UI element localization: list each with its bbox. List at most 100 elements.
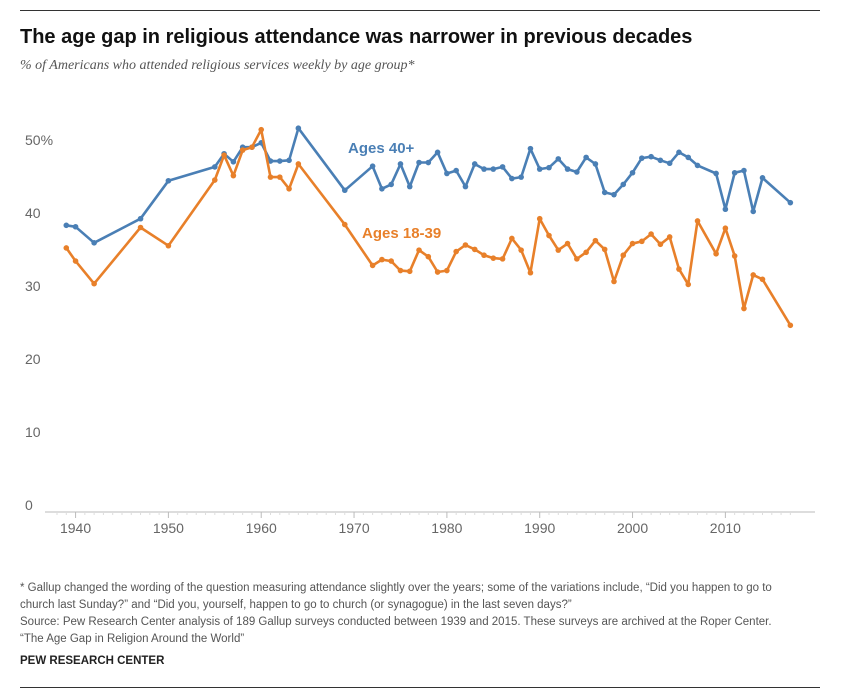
point-ages-40-plus (91, 240, 97, 246)
x-tick-label: 2000 (617, 520, 648, 536)
point-ages-18-39 (258, 126, 265, 133)
point-ages-18-39 (676, 266, 682, 272)
x-tick-label: 2010 (710, 520, 741, 536)
pew-logo-text: PEW RESEARCH CENTER (20, 655, 165, 667)
point-ages-40-plus (546, 164, 552, 171)
chart-subtitle: % of Americans who attended religious se… (20, 58, 415, 73)
y-tick-label: 30 (25, 278, 41, 294)
point-ages-18-39 (731, 253, 738, 259)
point-ages-40-plus (648, 153, 654, 160)
point-ages-18-39 (509, 235, 515, 242)
report-title: “The Age Gap in Religion Around the Worl… (20, 633, 245, 645)
point-ages-18-39 (546, 232, 552, 239)
point-ages-40-plus (165, 177, 172, 184)
x-tick-label: 1980 (431, 520, 462, 536)
point-ages-18-39 (601, 246, 608, 253)
point-ages-40-plus (230, 158, 237, 165)
point-ages-18-39 (239, 147, 246, 153)
point-ages-40-plus (666, 160, 673, 167)
point-ages-40-plus (685, 154, 692, 161)
point-ages-18-39 (444, 267, 450, 274)
point-ages-18-39 (425, 253, 432, 260)
point-ages-40-plus (527, 145, 534, 152)
chart-title: The age gap in religious attendance was … (20, 26, 693, 48)
point-ages-40-plus (536, 166, 543, 172)
point-ages-40-plus (490, 166, 497, 172)
y-tick-label: 10 (25, 424, 41, 440)
point-ages-18-39 (518, 247, 524, 253)
footnote-line-2: church last Sunday?” and “Did you, yours… (20, 599, 572, 611)
point-ages-18-39 (295, 161, 302, 167)
point-ages-40-plus (63, 222, 70, 229)
point-ages-40-plus (416, 159, 422, 166)
point-ages-40-plus (406, 183, 413, 190)
top-rule (20, 10, 820, 11)
point-ages-18-39 (276, 174, 283, 180)
point-ages-40-plus (462, 183, 469, 190)
point-ages-18-39 (583, 249, 589, 256)
y-tick-label: 40 (25, 205, 41, 221)
point-ages-18-39 (611, 278, 617, 285)
point-ages-18-39 (471, 246, 478, 253)
series-label-ages-40-plus: Ages 40+ (348, 140, 415, 157)
point-ages-18-39 (286, 186, 292, 192)
point-ages-18-39 (481, 252, 487, 259)
point-ages-18-39 (490, 255, 497, 261)
point-ages-40-plus (583, 154, 589, 161)
point-ages-40-plus (639, 155, 645, 161)
point-ages-40-plus (676, 149, 682, 156)
point-ages-40-plus (341, 187, 348, 194)
point-ages-40-plus (444, 170, 450, 177)
point-ages-18-39 (722, 225, 729, 232)
point-ages-40-plus (72, 223, 79, 230)
point-ages-40-plus (397, 161, 404, 167)
point-ages-18-39 (416, 247, 422, 253)
point-ages-18-39 (592, 237, 599, 244)
point-ages-18-39 (787, 322, 794, 329)
point-ages-18-39 (230, 172, 237, 179)
point-ages-40-plus (481, 166, 487, 172)
point-ages-18-39 (388, 258, 394, 264)
point-ages-18-39 (137, 224, 144, 231)
point-ages-18-39 (759, 276, 766, 283)
point-ages-40-plus (787, 199, 794, 206)
chart-series (63, 125, 794, 329)
point-ages-18-39 (72, 258, 79, 264)
point-ages-40-plus (759, 175, 766, 181)
point-ages-40-plus (601, 189, 608, 196)
point-ages-18-39 (165, 242, 172, 249)
chart-series-labels: Ages 40+ Ages 18-39 (348, 140, 441, 242)
point-ages-40-plus (137, 215, 144, 222)
point-ages-40-plus (741, 167, 747, 174)
point-ages-40-plus (574, 169, 580, 175)
point-ages-40-plus (379, 186, 385, 192)
point-ages-18-39 (63, 245, 70, 251)
point-ages-18-39 (453, 248, 459, 255)
point-ages-18-39 (629, 240, 636, 247)
point-ages-18-39 (341, 221, 348, 228)
point-ages-40-plus (518, 174, 524, 180)
point-ages-40-plus (713, 170, 719, 177)
point-ages-18-39 (397, 267, 404, 274)
point-ages-18-39 (221, 152, 227, 159)
point-ages-18-39 (657, 241, 664, 248)
point-ages-40-plus (620, 181, 627, 188)
footnote-line-1: * Gallup changed the wording of the ques… (20, 582, 772, 594)
series-label-ages-18-39: Ages 18-39 (362, 225, 441, 242)
point-ages-18-39 (713, 250, 719, 257)
point-ages-40-plus (611, 191, 617, 198)
point-ages-40-plus (388, 181, 394, 188)
y-tick-label: 50% (25, 132, 53, 148)
point-ages-18-39 (249, 144, 255, 150)
x-tick-label: 1940 (60, 520, 91, 536)
point-ages-18-39 (694, 218, 701, 224)
point-ages-40-plus (434, 149, 441, 156)
point-ages-18-39 (91, 280, 97, 287)
point-ages-18-39 (406, 268, 413, 275)
point-ages-18-39 (574, 256, 580, 262)
point-ages-40-plus (212, 164, 218, 170)
line-chart: 0 10 20 30 40 50% 1940 1950 1960 1970 1980 1990 2000… (25, 125, 815, 536)
point-ages-18-39 (527, 269, 534, 276)
point-ages-40-plus (276, 158, 283, 164)
point-ages-18-39 (369, 262, 376, 269)
